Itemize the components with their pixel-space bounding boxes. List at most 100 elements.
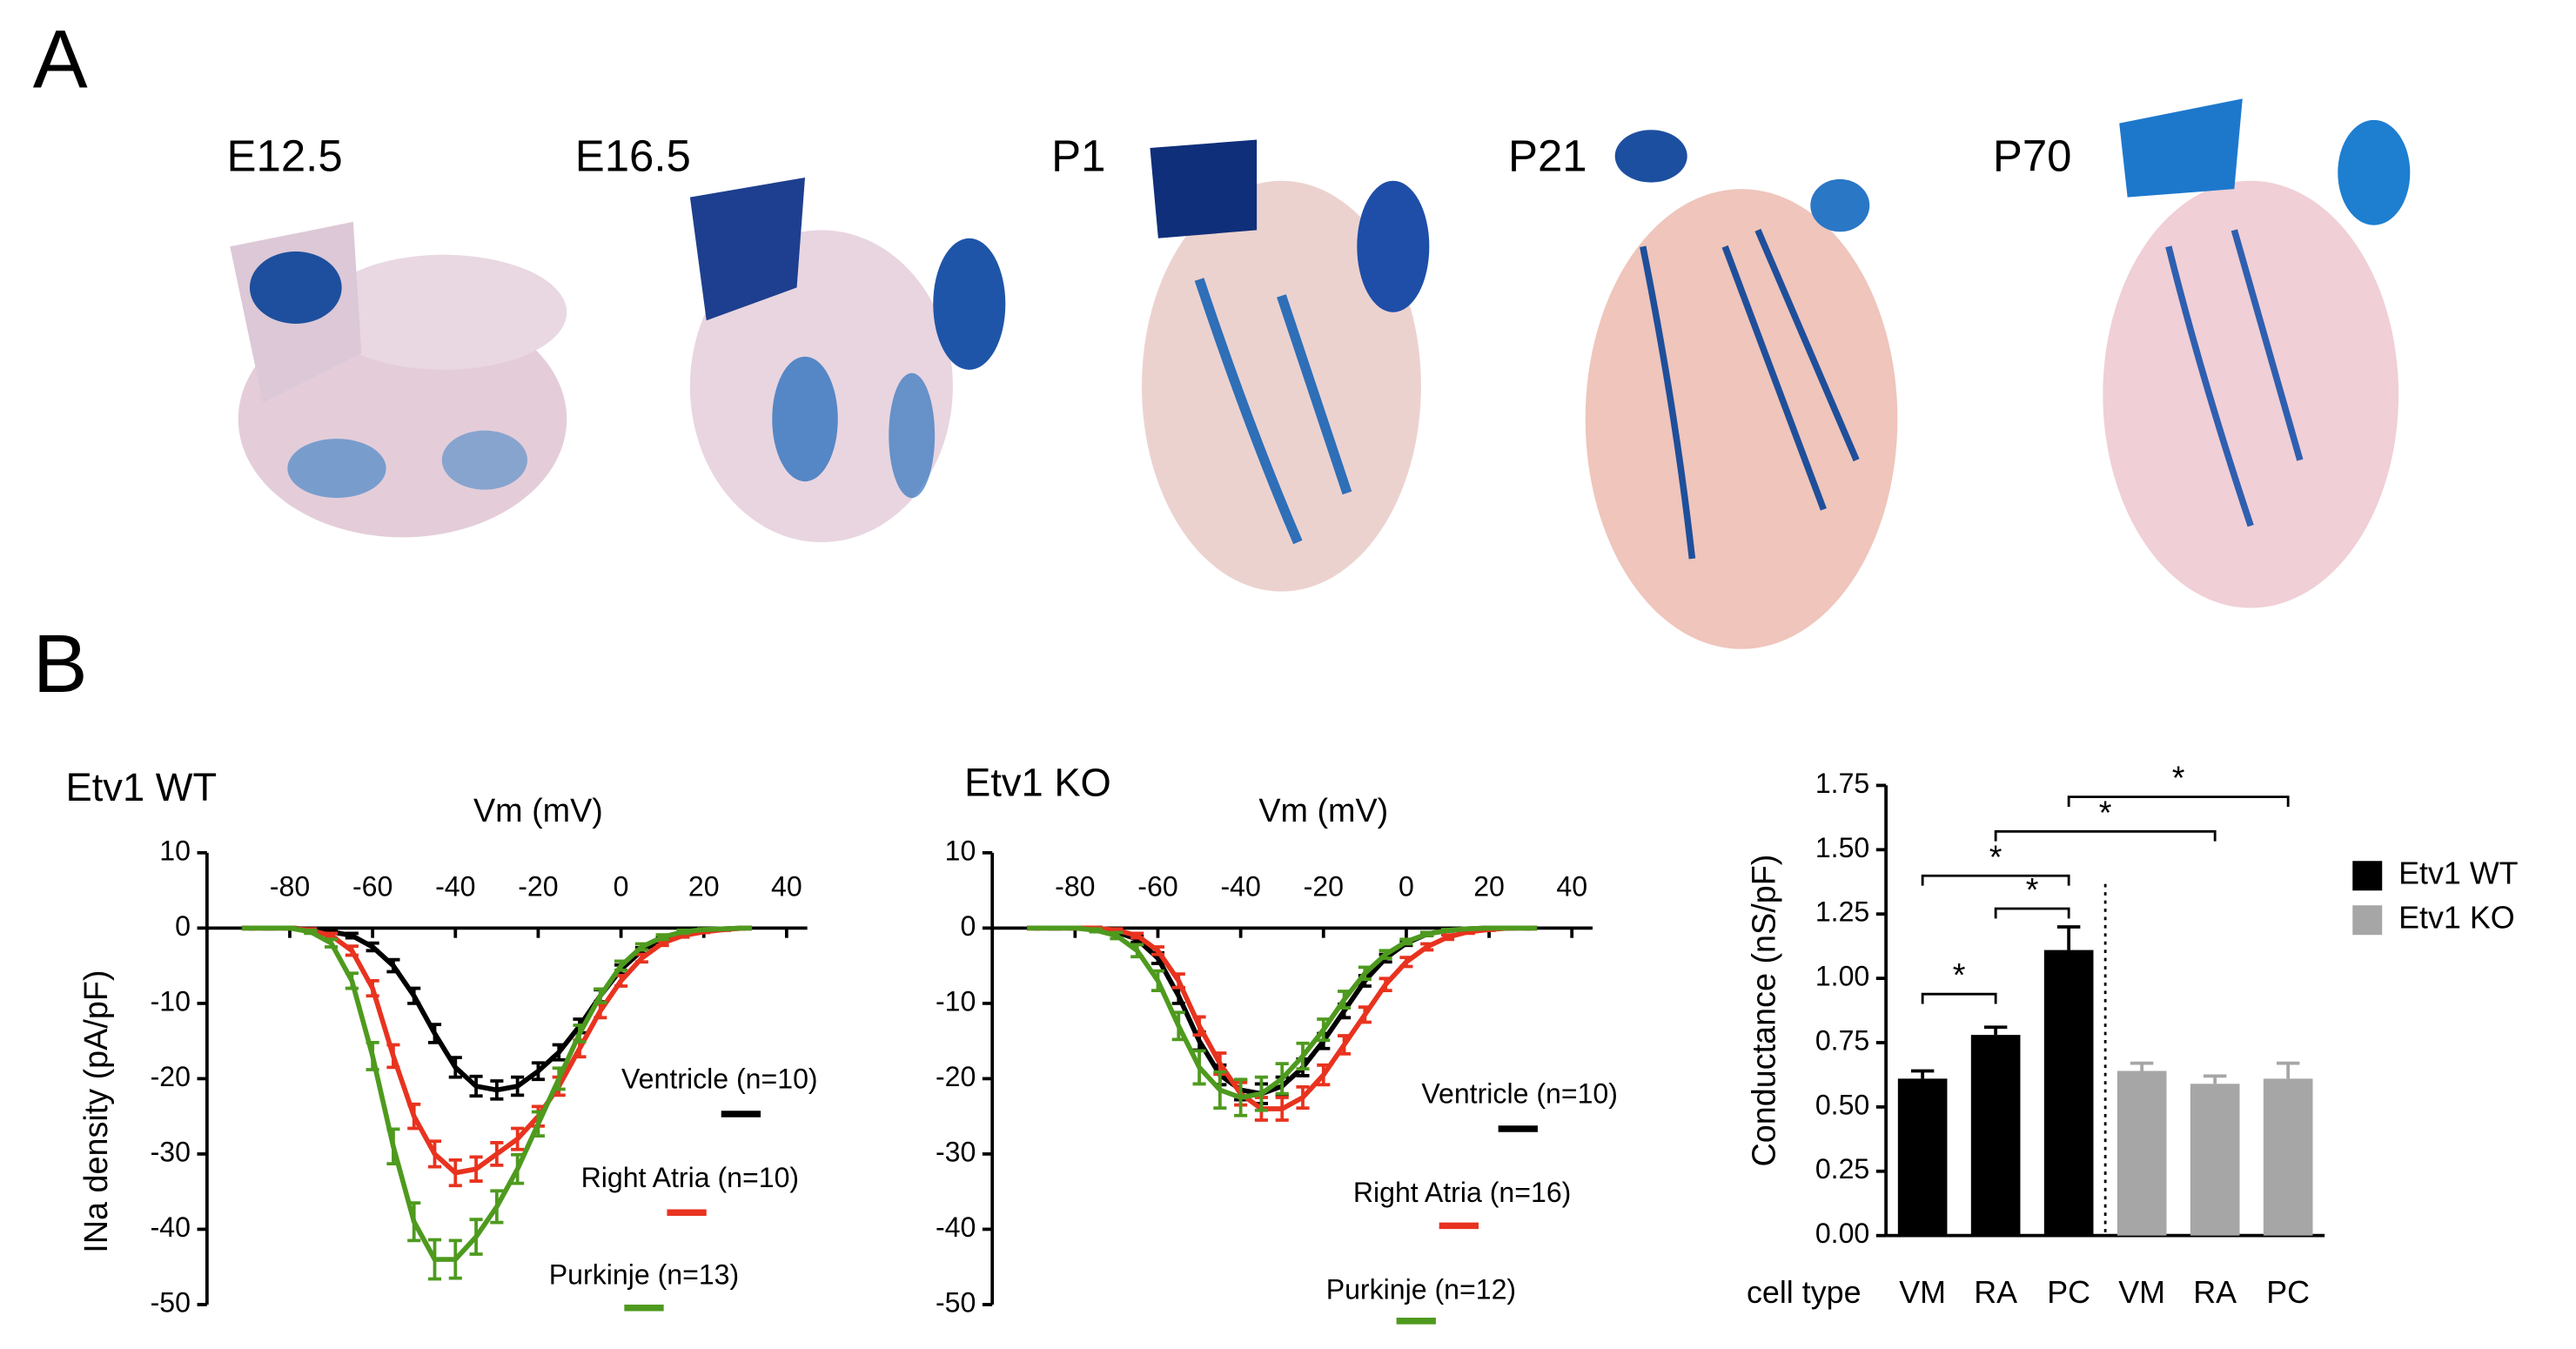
error-bar — [262, 925, 276, 931]
legend-swatch — [2352, 861, 2383, 891]
error-bar — [1089, 927, 1103, 934]
significance-bracket — [1921, 992, 1997, 1004]
error-bar — [1358, 965, 1372, 982]
legend-label: Purkinje (n=13) — [549, 1258, 739, 1290]
x-tick-label: -60 — [1137, 871, 1177, 903]
significance-star: * — [2099, 794, 2112, 830]
stage-label: P1 — [1051, 131, 1105, 181]
error-bar — [573, 1023, 587, 1044]
error-bar — [407, 986, 421, 1005]
error-bar — [1234, 1077, 1248, 1117]
error-bar — [1338, 990, 1352, 1010]
y-tick-label: 0.25 — [1815, 1153, 1869, 1185]
x-tick-label: 20 — [688, 871, 720, 903]
error-bar — [1317, 1063, 1331, 1087]
y-tick-label: 1.00 — [1815, 961, 1869, 992]
y-tick-label: 10 — [159, 835, 191, 866]
legend-label: Etv1 WT — [2398, 856, 2519, 891]
error-bar — [511, 1152, 525, 1185]
significance-star: * — [2026, 871, 2039, 908]
error-bar — [1027, 925, 1041, 931]
error-bar — [469, 1074, 483, 1098]
error-bar — [634, 942, 648, 952]
error-bar — [552, 1043, 566, 1062]
y-axis-label: INa density (pA/pF) — [77, 970, 114, 1253]
x-tick-label: RA — [1974, 1275, 2017, 1310]
error-bar — [1524, 925, 1538, 931]
error-bar — [634, 952, 648, 964]
error-bar — [1358, 1005, 1372, 1024]
error-bar — [1910, 1069, 1935, 1079]
bar — [2043, 950, 2094, 1236]
error-bar — [2056, 925, 2081, 950]
y-tick-label: 0.50 — [1815, 1089, 1869, 1120]
error-bar — [1983, 1025, 2008, 1036]
error-bar — [1399, 937, 1413, 946]
error-bar — [1150, 945, 1165, 956]
y-tick-label: 0 — [175, 910, 191, 942]
error-bar — [676, 929, 690, 936]
y-axis-label: Conductance (nS/pF) — [1745, 855, 1781, 1167]
x-tick-label: -80 — [270, 871, 310, 903]
error-bar — [1068, 925, 1082, 931]
error-bar — [738, 925, 752, 931]
error-bar — [1420, 930, 1434, 937]
legend-label: Right Atria (n=16) — [1353, 1177, 1572, 1208]
error-bar — [1213, 1070, 1227, 1111]
significance-bracket — [2067, 795, 2290, 807]
panel-label: A — [33, 15, 88, 106]
error-bar — [1192, 1049, 1206, 1086]
legend-label: Ventricle (n=10) — [1421, 1078, 1618, 1110]
error-bar — [1254, 1075, 1268, 1112]
y-tick-label: 0.00 — [1815, 1218, 1869, 1249]
error-bar — [655, 933, 669, 942]
error-bar — [531, 1061, 545, 1082]
error-bar — [1192, 1015, 1206, 1037]
chart-title: Etv1 WT — [66, 765, 218, 809]
significance-star: * — [2172, 760, 2185, 796]
error-bar — [345, 971, 359, 990]
error-bar — [366, 941, 379, 953]
bar — [1970, 1035, 2021, 1236]
error-bar — [304, 929, 318, 936]
error-bar — [469, 1155, 483, 1183]
significance-bracket — [1994, 907, 2070, 919]
y-tick-label: -10 — [151, 985, 191, 1017]
error-bar — [241, 925, 255, 931]
panel-label: B — [33, 619, 88, 710]
stage-label: E16.5 — [575, 131, 691, 181]
bar — [2263, 1078, 2313, 1236]
error-bar — [1379, 949, 1392, 960]
stage-label: E12.5 — [227, 131, 343, 181]
y-tick-label: -30 — [936, 1136, 976, 1167]
legend-label: Etv1 KO — [2398, 901, 2515, 936]
y-tick-label: 0.75 — [1815, 1024, 1869, 1056]
error-bar — [1440, 933, 1455, 942]
error-bar — [1130, 943, 1144, 959]
y-tick-label: 0 — [960, 910, 976, 942]
y-tick-label: 10 — [945, 835, 976, 866]
error-bar — [1171, 972, 1185, 990]
error-bar — [1130, 931, 1144, 940]
error-bar — [1048, 925, 1062, 931]
significance-star: * — [1953, 956, 1966, 993]
error-bar — [614, 973, 628, 988]
bar — [2116, 1070, 2167, 1236]
error-bar — [366, 979, 379, 998]
error-bar — [1379, 977, 1392, 993]
error-bar — [2203, 1074, 2227, 1084]
x-tick-label: -40 — [435, 871, 475, 903]
x-tick-label: 20 — [1473, 871, 1505, 903]
error-bar — [325, 937, 339, 949]
bar — [2190, 1084, 2240, 1236]
chart-title: Etv1 KO — [964, 760, 1111, 804]
x-tick-label: -80 — [1055, 871, 1095, 903]
y-tick-label: 1.25 — [1815, 896, 1869, 928]
x-tick-label: 40 — [1556, 871, 1587, 903]
error-bar — [448, 1158, 462, 1188]
y-tick-label: 1.75 — [1815, 768, 1869, 799]
error-bar — [407, 1102, 421, 1131]
error-bar — [1275, 1096, 1289, 1122]
